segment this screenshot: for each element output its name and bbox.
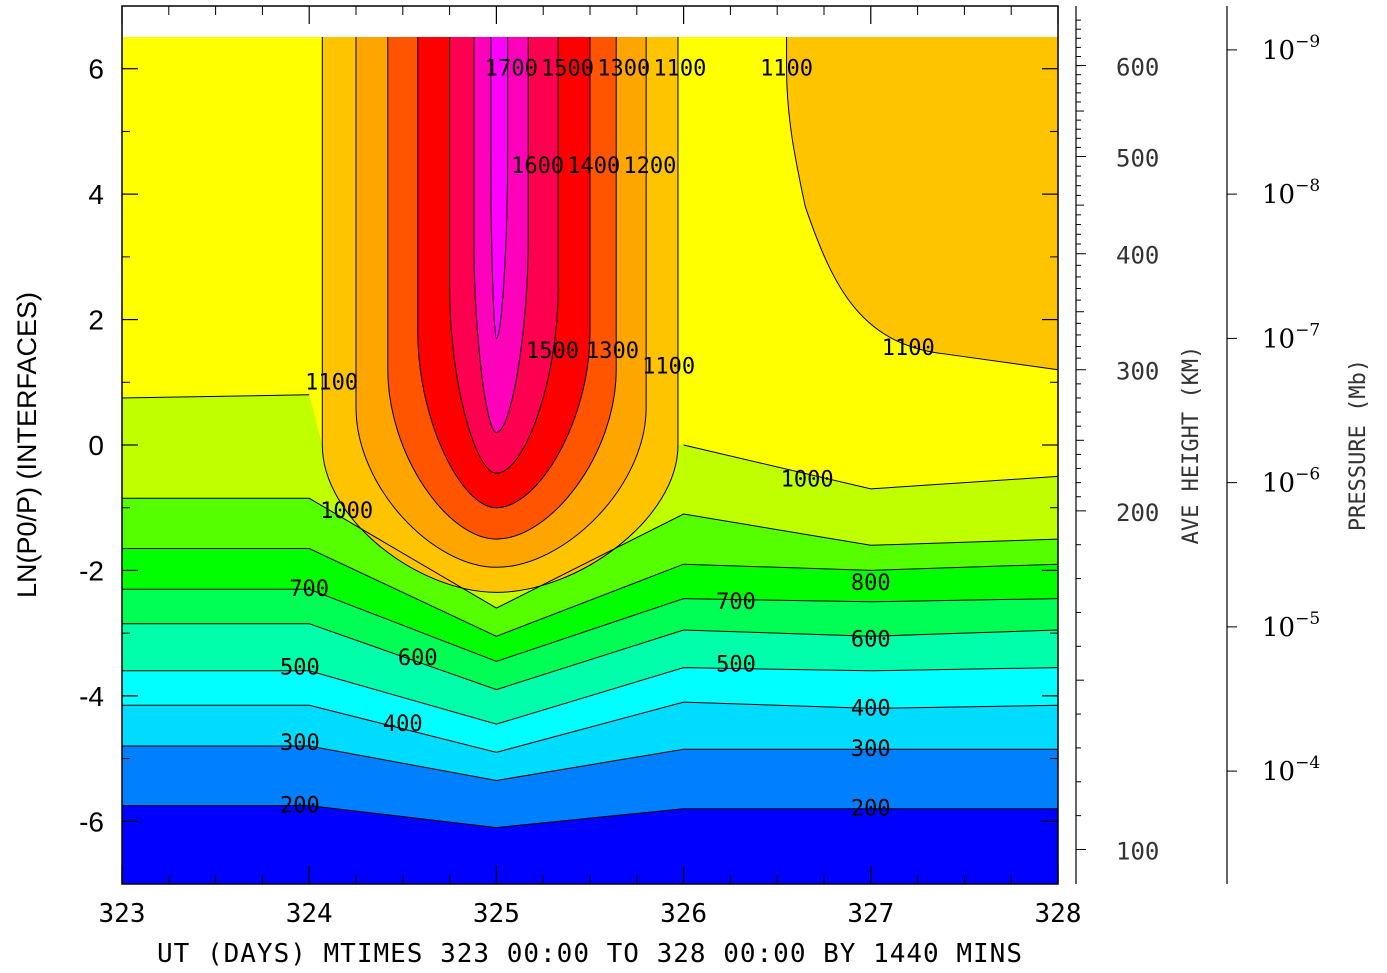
contour-line-600	[122, 623, 1059, 691]
contour-label: 1400	[567, 154, 620, 179]
contour-label: 1100	[305, 370, 358, 395]
contour-lines	[121, 37, 1059, 829]
x-tick-label: 324	[286, 899, 333, 929]
contour-label: 1700	[485, 57, 538, 82]
contour-line-400	[122, 701, 1059, 753]
contour-line-1100	[321, 37, 679, 593]
pressure-tick-label: 10−6	[1262, 465, 1320, 499]
contour-label: 1200	[623, 154, 676, 179]
contour-line-1200	[355, 37, 647, 568]
y-tick-label: 4	[88, 179, 104, 210]
contour-line-1300	[387, 37, 617, 540]
right-axis-pressure-label: PRESSURE (Mb)	[1346, 359, 1371, 531]
contour-label: 300	[851, 737, 891, 762]
band-300	[122, 702, 1058, 781]
contour-label: 1100	[642, 355, 695, 380]
band-400	[122, 667, 1058, 753]
band-1000	[122, 394, 1058, 609]
contour-line-1100-left	[121, 394, 310, 399]
contour-line-200	[122, 805, 1058, 829]
x-tick-label: 326	[660, 899, 707, 929]
right-axis-height-label: AVE HEIGHT (KM)	[1179, 346, 1204, 545]
band-500	[122, 623, 1058, 725]
contour-line-800	[122, 548, 1059, 637]
contour-line-1100-upper	[786, 37, 1059, 371]
contour-label: 500	[716, 653, 756, 678]
y-tick-label: -6	[79, 806, 104, 837]
band-700	[122, 548, 1058, 662]
contour-label: 200	[851, 797, 891, 822]
contour-label: 700	[289, 577, 329, 602]
pressure-tick-label: 10−7	[1262, 320, 1320, 354]
contour-line-1000-right	[683, 444, 1059, 490]
x-tick-label: 323	[99, 899, 146, 929]
y-tick-label: 0	[88, 430, 104, 461]
band-1100-upper	[786, 37, 1058, 370]
contour-label: 200	[280, 794, 320, 819]
y-tick-label: 6	[88, 54, 104, 85]
band-below-200	[122, 805, 1058, 884]
contour-label: 400	[383, 712, 423, 737]
contour-label: 800	[851, 571, 891, 596]
contour-label: 400	[851, 696, 891, 721]
contour-label: 1100	[653, 57, 706, 82]
contour-label: 1300	[597, 57, 650, 82]
contour-fills	[122, 7, 1058, 884]
height-tick-label: 500	[1116, 145, 1159, 173]
y-tick-label: 2	[88, 305, 104, 336]
contour-line-1000	[122, 497, 1059, 609]
band-200	[122, 746, 1058, 828]
contour-label: 1500	[526, 339, 579, 364]
contour-label: 500	[280, 656, 320, 681]
plume-band-1700	[490, 37, 508, 339]
pressure-tick-label: 10−5	[1262, 609, 1320, 643]
height-tick-label: 100	[1116, 838, 1159, 866]
contour-label: 1100	[882, 336, 935, 361]
band-600	[122, 589, 1058, 690]
contour-label: 300	[280, 731, 320, 756]
y-tick-label: -2	[79, 555, 104, 586]
contour-label: 1000	[320, 499, 373, 524]
contour-line-700	[122, 588, 1059, 662]
contour-label: 1500	[541, 57, 594, 82]
contour-line-300	[122, 745, 1058, 782]
height-tick-label: 600	[1116, 54, 1159, 82]
x-tick-label: 328	[1035, 899, 1082, 929]
x-tick-label: 325	[473, 899, 520, 929]
contour-line-1700	[490, 37, 509, 339]
axes: 323 324 325 326 327 328 6 4 2 0 -2 -4 -6 600 500 400 300…	[79, 5, 1320, 929]
contour-label: 1000	[781, 467, 834, 492]
height-tick-label: 300	[1116, 358, 1159, 386]
contour-label: 600	[398, 646, 438, 671]
contour-line-1400	[417, 37, 591, 509]
pressure-tick-label: 10−4	[1262, 753, 1320, 787]
contour-label: 1600	[511, 154, 564, 179]
contour-line-1600	[473, 37, 529, 433]
x-tick-label: 327	[847, 899, 894, 929]
pressure-tick-label: 10−9	[1262, 32, 1320, 66]
contour-label: 1300	[586, 339, 639, 364]
height-tick-label: 200	[1116, 499, 1159, 527]
y-axis-label: LN(P0/P) (INTERFACES)	[12, 292, 42, 598]
x-axis-label: UT (DAYS) MTIMES 323 00:00 TO 328 00:00 …	[157, 939, 1023, 969]
y-tick-label: -4	[79, 681, 104, 712]
contour-label: 700	[716, 590, 756, 615]
band-800	[122, 498, 1058, 637]
contour-label: 600	[851, 627, 891, 652]
height-tick-label: 400	[1116, 242, 1159, 270]
contour-line-1500	[449, 37, 559, 474]
contour-label: 1100	[760, 57, 813, 82]
contour-line-500	[122, 667, 1059, 725]
pressure-tick-label: 10−8	[1262, 176, 1320, 210]
